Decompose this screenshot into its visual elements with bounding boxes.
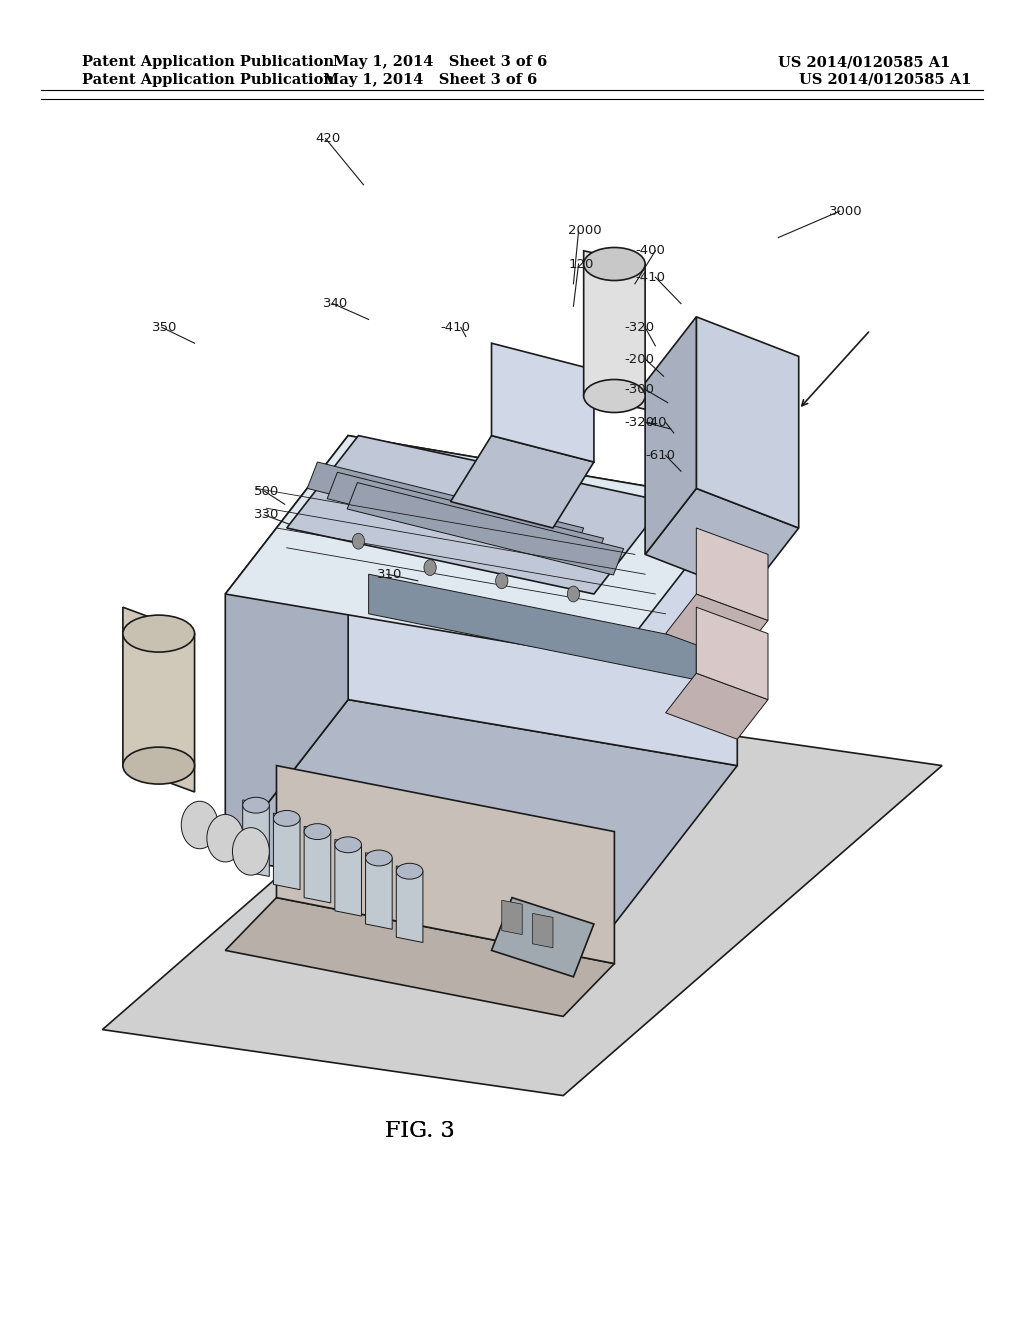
Circle shape bbox=[567, 586, 580, 602]
Text: 3000: 3000 bbox=[829, 205, 863, 218]
Polygon shape bbox=[696, 317, 799, 528]
Polygon shape bbox=[307, 462, 584, 554]
Text: FIG. 3: FIG. 3 bbox=[385, 1119, 455, 1142]
Polygon shape bbox=[123, 607, 195, 792]
Text: 420: 420 bbox=[315, 132, 341, 145]
Text: FIG. 3: FIG. 3 bbox=[385, 1119, 455, 1142]
Text: US 2014/0120585 A1: US 2014/0120585 A1 bbox=[778, 55, 950, 70]
Polygon shape bbox=[287, 436, 666, 594]
Polygon shape bbox=[532, 913, 553, 948]
Polygon shape bbox=[335, 840, 361, 916]
Polygon shape bbox=[328, 473, 603, 565]
Polygon shape bbox=[451, 436, 594, 528]
Polygon shape bbox=[225, 898, 614, 1016]
Ellipse shape bbox=[396, 863, 423, 879]
Ellipse shape bbox=[584, 248, 645, 281]
Polygon shape bbox=[102, 700, 942, 1096]
Ellipse shape bbox=[584, 380, 645, 413]
Polygon shape bbox=[369, 574, 696, 680]
Circle shape bbox=[424, 560, 436, 576]
Text: 340: 340 bbox=[323, 297, 348, 310]
Ellipse shape bbox=[335, 837, 361, 853]
Polygon shape bbox=[645, 488, 799, 594]
Polygon shape bbox=[273, 813, 300, 890]
Circle shape bbox=[207, 814, 244, 862]
Ellipse shape bbox=[123, 615, 195, 652]
Polygon shape bbox=[645, 317, 696, 554]
Polygon shape bbox=[225, 436, 737, 660]
Text: -410: -410 bbox=[440, 321, 470, 334]
Text: -300: -300 bbox=[625, 383, 654, 396]
Text: Patent Application Publication: Patent Application Publication bbox=[82, 73, 334, 87]
Polygon shape bbox=[696, 607, 768, 700]
Circle shape bbox=[496, 573, 508, 589]
Polygon shape bbox=[243, 800, 269, 876]
Ellipse shape bbox=[123, 747, 195, 784]
Text: 350: 350 bbox=[152, 321, 177, 334]
Text: 2000: 2000 bbox=[568, 224, 602, 238]
Polygon shape bbox=[492, 343, 594, 462]
Polygon shape bbox=[276, 766, 614, 964]
Polygon shape bbox=[502, 900, 522, 935]
Ellipse shape bbox=[273, 810, 300, 826]
Circle shape bbox=[181, 801, 218, 849]
Text: 330: 330 bbox=[254, 508, 280, 521]
Polygon shape bbox=[366, 853, 392, 929]
Text: May 1, 2014   Sheet 3 of 6: May 1, 2014 Sheet 3 of 6 bbox=[323, 73, 538, 87]
Polygon shape bbox=[225, 700, 737, 924]
Text: -320: -320 bbox=[625, 321, 654, 334]
Ellipse shape bbox=[366, 850, 392, 866]
Polygon shape bbox=[666, 594, 768, 660]
Circle shape bbox=[232, 828, 269, 875]
Polygon shape bbox=[348, 436, 737, 766]
Polygon shape bbox=[225, 436, 348, 858]
Text: Patent Application Publication: Patent Application Publication bbox=[82, 55, 334, 70]
Polygon shape bbox=[396, 866, 423, 942]
Text: May 1, 2014   Sheet 3 of 6: May 1, 2014 Sheet 3 of 6 bbox=[333, 55, 548, 70]
Text: 500: 500 bbox=[254, 484, 280, 498]
Text: 120: 120 bbox=[568, 257, 594, 271]
Ellipse shape bbox=[304, 824, 331, 840]
Text: -400: -400 bbox=[635, 244, 665, 257]
Ellipse shape bbox=[243, 797, 269, 813]
Polygon shape bbox=[347, 483, 624, 576]
Polygon shape bbox=[492, 898, 594, 977]
Text: -410: -410 bbox=[635, 271, 665, 284]
Polygon shape bbox=[696, 528, 768, 620]
Polygon shape bbox=[304, 826, 331, 903]
Text: -40: -40 bbox=[645, 416, 667, 429]
Text: -610: -610 bbox=[645, 449, 675, 462]
Text: 310: 310 bbox=[377, 568, 402, 581]
Text: US 2014/0120585 A1: US 2014/0120585 A1 bbox=[799, 73, 971, 87]
Text: -200: -200 bbox=[625, 352, 654, 366]
Polygon shape bbox=[584, 251, 645, 409]
Text: -320: -320 bbox=[625, 416, 654, 429]
Circle shape bbox=[352, 533, 365, 549]
Polygon shape bbox=[666, 673, 768, 739]
